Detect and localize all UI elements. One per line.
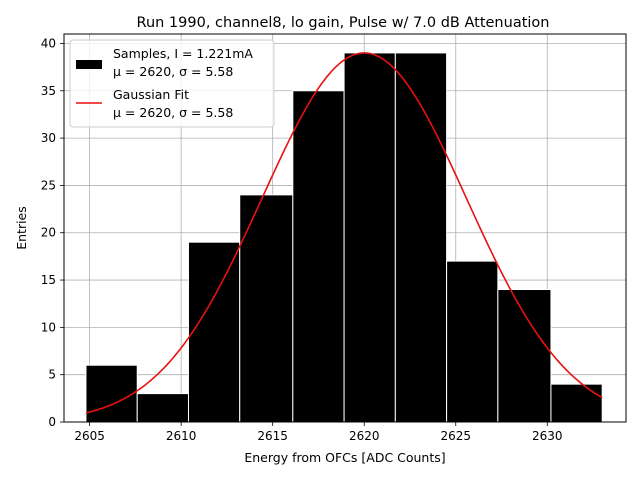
x-tick-label: 2620 (349, 429, 380, 443)
y-tick-label: 10 (41, 320, 56, 334)
legend: Samples, I = 1.221mA μ = 2620, σ = 5.58 … (69, 39, 275, 128)
y-tick-label: 40 (41, 36, 56, 50)
histogram-bar (187, 241, 241, 423)
histogram-bar (446, 260, 499, 423)
y-tick-label: 15 (41, 273, 56, 287)
gaussian-fit-line (85, 52, 603, 414)
x-tick-label: 2605 (74, 429, 105, 443)
histogram-bar (550, 383, 603, 423)
histogram-bar (343, 52, 396, 423)
y-tick-label: 25 (41, 178, 56, 192)
histogram-bar (239, 194, 294, 423)
x-tick-label: 2615 (257, 429, 288, 443)
legend-fit-label: Gaussian Fit (113, 87, 189, 102)
x-axis-label: Energy from OFCs [ADC Counts] (244, 450, 445, 465)
y-tick-label: 0 (48, 415, 56, 429)
histogram-bar (394, 52, 448, 423)
chart-title: Run 1990, channel8, lo gain, Pulse w/ 7.… (137, 15, 550, 31)
histogram-bars (85, 52, 603, 423)
plot-frame (63, 33, 627, 423)
gaussian-fit (85, 52, 603, 414)
y-tick-label: 30 (41, 131, 56, 145)
y-tick-label: 5 (48, 368, 56, 382)
legend-samples-swatch (76, 60, 102, 69)
y-tick-label: 35 (41, 84, 56, 98)
y-tick-label: 20 (41, 226, 56, 240)
legend-samples-label: Samples, I = 1.221mA (113, 46, 253, 61)
x-tick-label: 2625 (440, 429, 471, 443)
legend-samples-stats: μ = 2620, σ = 5.58 (113, 64, 233, 79)
y-axis-label: Entries (14, 206, 29, 250)
histogram-bar (292, 90, 345, 423)
histogram-bar (497, 289, 552, 423)
legend-box (69, 39, 275, 128)
axis-ticks: 2605 2610 2615 2620 2625 2630 0 5 10 15 20 25 30 35 40 (41, 36, 563, 443)
histogram-bar (85, 364, 138, 423)
x-tick-label: 2610 (166, 429, 197, 443)
histogram-bar (136, 393, 189, 423)
legend-fit-stats: μ = 2620, σ = 5.58 (113, 105, 233, 120)
x-tick-label: 2630 (532, 429, 563, 443)
